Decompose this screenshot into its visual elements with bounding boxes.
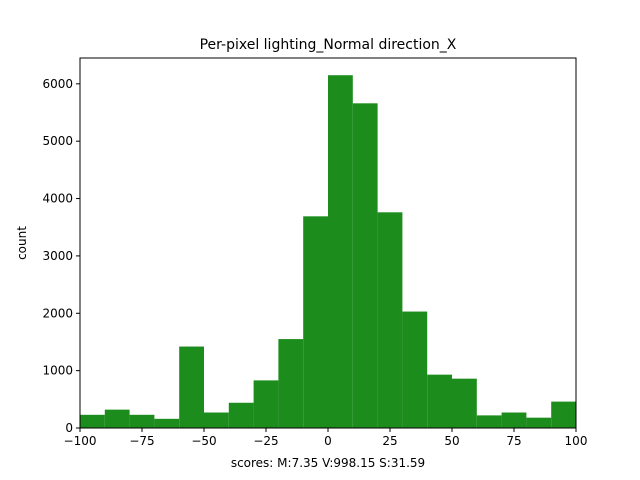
- histogram-bar: [130, 415, 155, 428]
- x-axis-label: scores: M:7.35 V:998.15 S:31.59: [231, 456, 425, 470]
- histogram-bar: [477, 415, 502, 428]
- histogram-bar: [502, 413, 527, 428]
- histogram-bar: [402, 312, 427, 428]
- histogram-bars: [80, 75, 576, 428]
- y-tick-label: 5000: [42, 134, 73, 148]
- x-tick-label: −75: [129, 434, 154, 448]
- x-tick-label: 100: [565, 434, 588, 448]
- x-tick-label: 25: [382, 434, 397, 448]
- histogram-bar: [229, 403, 254, 428]
- y-axis-ticks: 0 1000 2000 3000 4000 5000 6000: [42, 77, 80, 435]
- y-tick-label: 1000: [42, 364, 73, 378]
- x-tick-label: 0: [324, 434, 332, 448]
- y-tick-label: 2000: [42, 306, 73, 320]
- histogram-bar: [526, 418, 551, 428]
- y-tick-label: 3000: [42, 249, 73, 263]
- histogram-bar: [278, 339, 303, 428]
- histogram-bar: [551, 402, 576, 428]
- histogram-bar: [427, 375, 452, 428]
- x-tick-label: −100: [64, 434, 97, 448]
- y-tick-label: 6000: [42, 77, 73, 91]
- chart-title: Per-pixel lighting_Normal direction_X: [200, 37, 457, 53]
- x-tick-label: 75: [506, 434, 521, 448]
- x-tick-label: −50: [191, 434, 216, 448]
- histogram-bar: [254, 380, 279, 428]
- x-tick-label: 50: [444, 434, 459, 448]
- histogram-bar: [204, 413, 229, 428]
- x-axis-ticks: −100 −75 −50 −25 0 25 50 75 100: [64, 428, 588, 448]
- histogram-bar: [378, 212, 403, 428]
- histogram-bar: [179, 347, 204, 428]
- histogram-bar: [80, 415, 105, 428]
- histogram-bar: [452, 379, 477, 428]
- y-tick-label: 0: [65, 421, 73, 435]
- y-axis-label: count: [15, 226, 29, 260]
- y-tick-label: 4000: [42, 192, 73, 206]
- histogram-bar: [328, 75, 353, 428]
- histogram-bar: [353, 103, 378, 428]
- x-tick-label: −25: [253, 434, 278, 448]
- histogram-bar: [105, 410, 130, 428]
- histogram-bar: [303, 216, 328, 428]
- histogram-bar: [154, 419, 179, 428]
